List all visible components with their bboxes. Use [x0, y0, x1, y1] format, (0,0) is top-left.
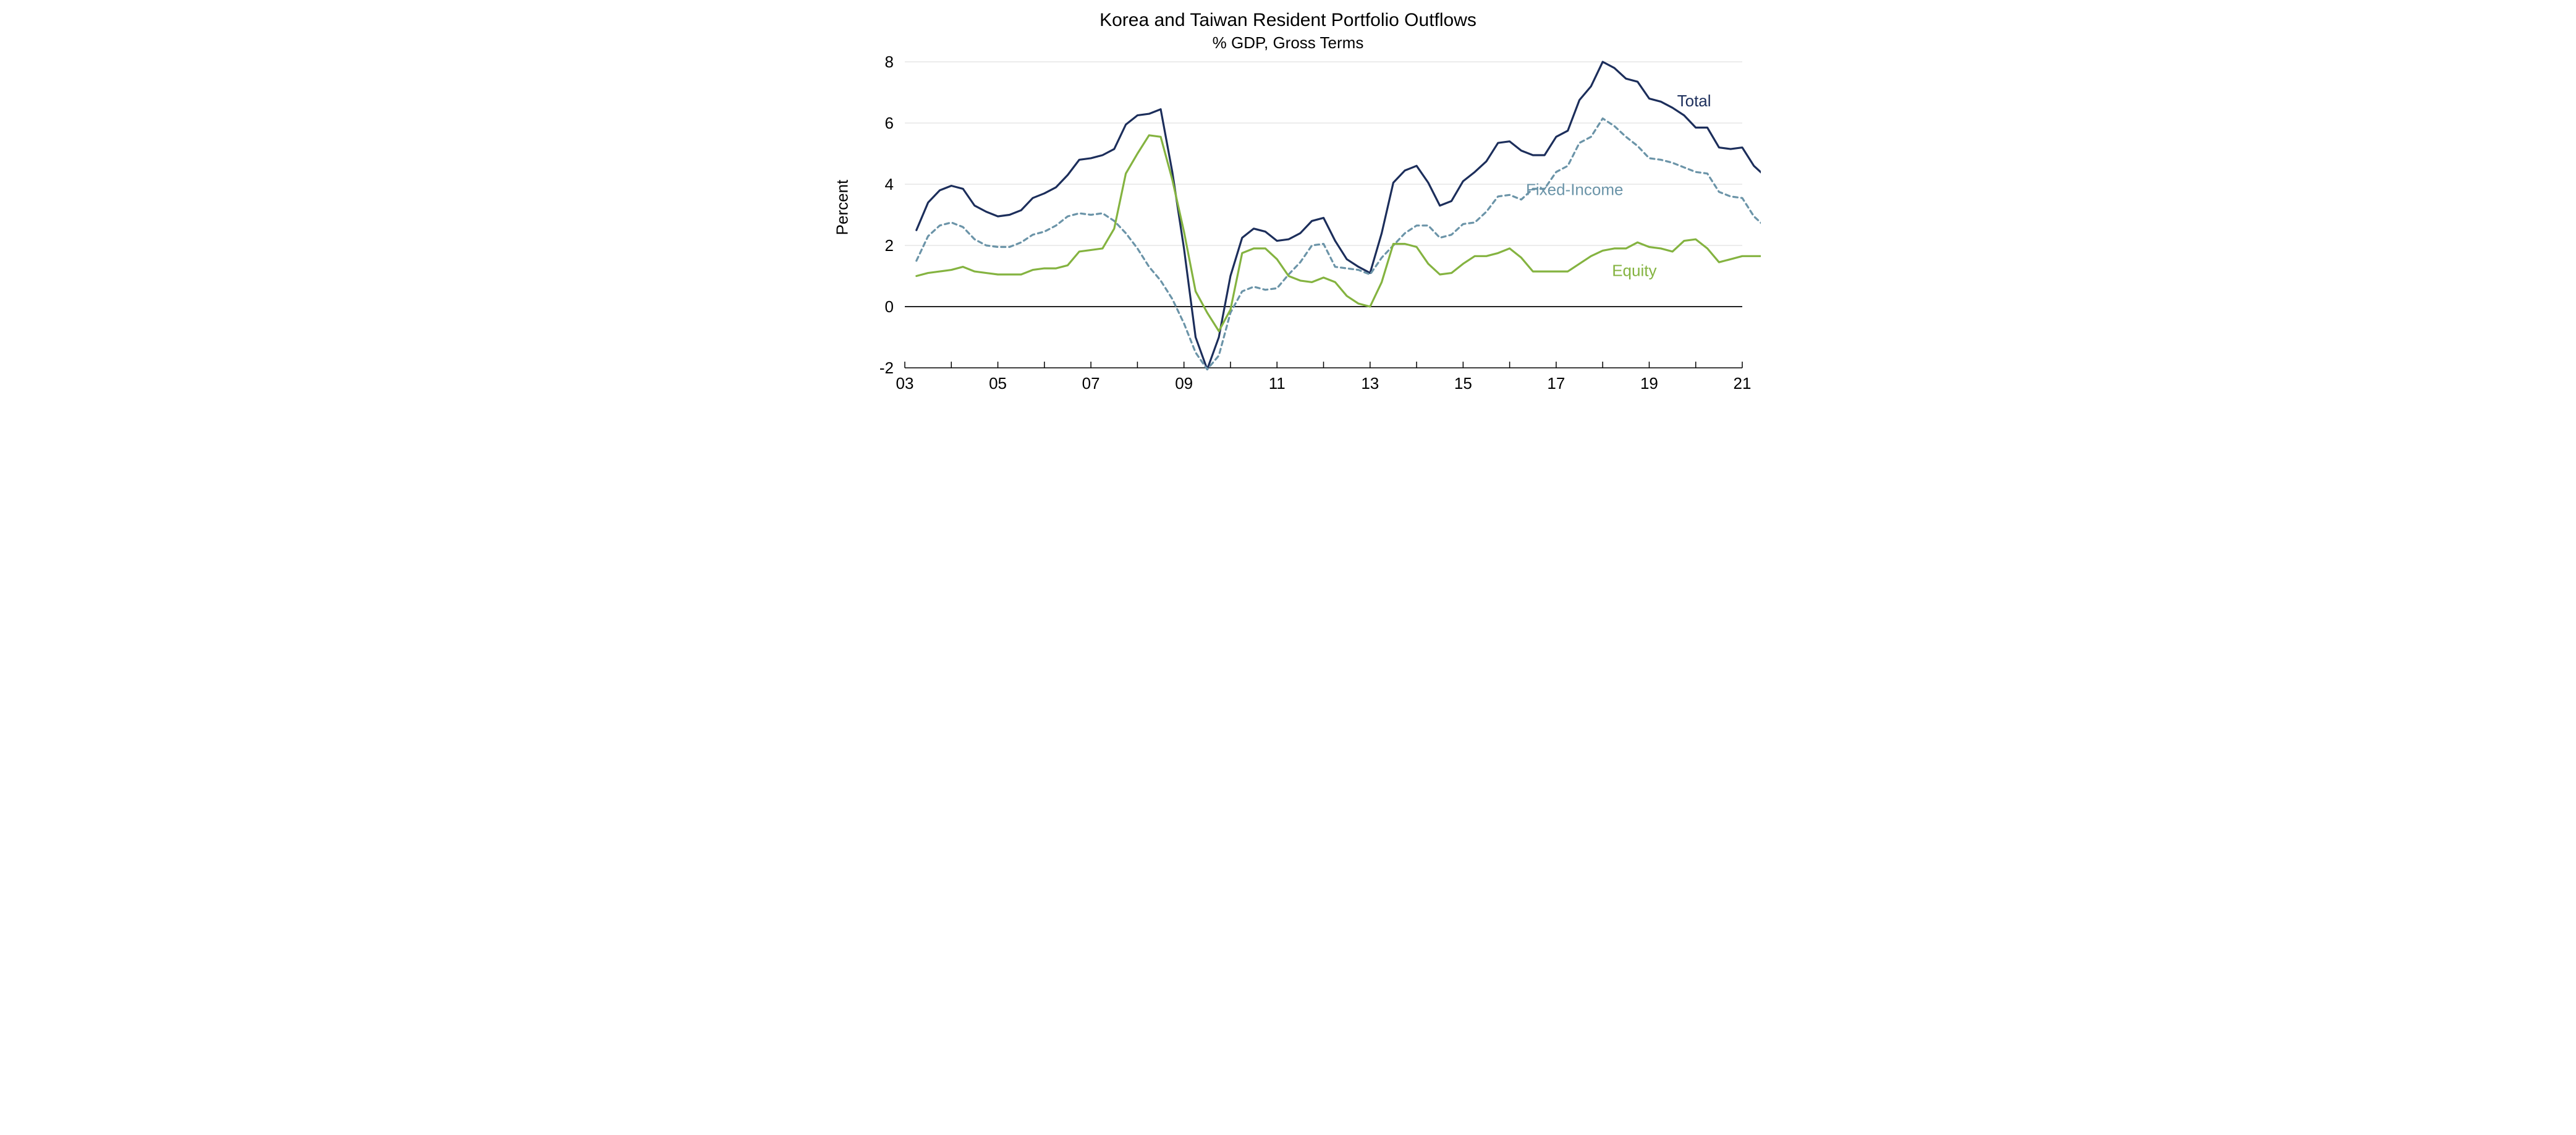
- y-tick-label: -2: [879, 359, 894, 377]
- x-tick-label: 05: [989, 374, 1007, 393]
- chart-plot-area: 03 05 07 09 11 13 15 17 19 21 -2 0 2 4 6 8 Total Fixed-In…: [815, 0, 1761, 417]
- x-tick-label: 09: [1175, 374, 1193, 393]
- series-equity: [917, 135, 1761, 331]
- chart-subtitle: % GDP, Gross Terms: [815, 33, 1761, 53]
- x-tick-label: 11: [1269, 374, 1286, 393]
- x-tick-label: 13: [1361, 374, 1379, 393]
- x-tick-label: 21: [1734, 374, 1752, 393]
- y-tick-label: 0: [885, 297, 894, 316]
- x-tick-label: 15: [1454, 374, 1472, 393]
- y-tick-label: 2: [885, 236, 894, 255]
- series-label-fixed-income: Fixed-Income: [1526, 180, 1624, 198]
- y-tick-label: 4: [885, 175, 894, 193]
- chart-title: Korea and Taiwan Resident Portfolio Outf…: [815, 10, 1761, 31]
- portfolio-outflows-chart: Korea and Taiwan Resident Portfolio Outf…: [815, 0, 1761, 417]
- series-label-total: Total: [1677, 91, 1711, 110]
- y-axis-label: Percent: [833, 171, 852, 245]
- series-label-equity: Equity: [1612, 261, 1656, 280]
- x-tick-label: 17: [1547, 374, 1565, 393]
- x-tick-label: 07: [1082, 374, 1100, 393]
- x-tick-label: 19: [1640, 374, 1658, 393]
- y-tick-label: 6: [885, 114, 894, 132]
- y-tick-label: 8: [885, 53, 894, 71]
- x-tick-label: 03: [896, 374, 914, 393]
- series-total: [917, 62, 1761, 370]
